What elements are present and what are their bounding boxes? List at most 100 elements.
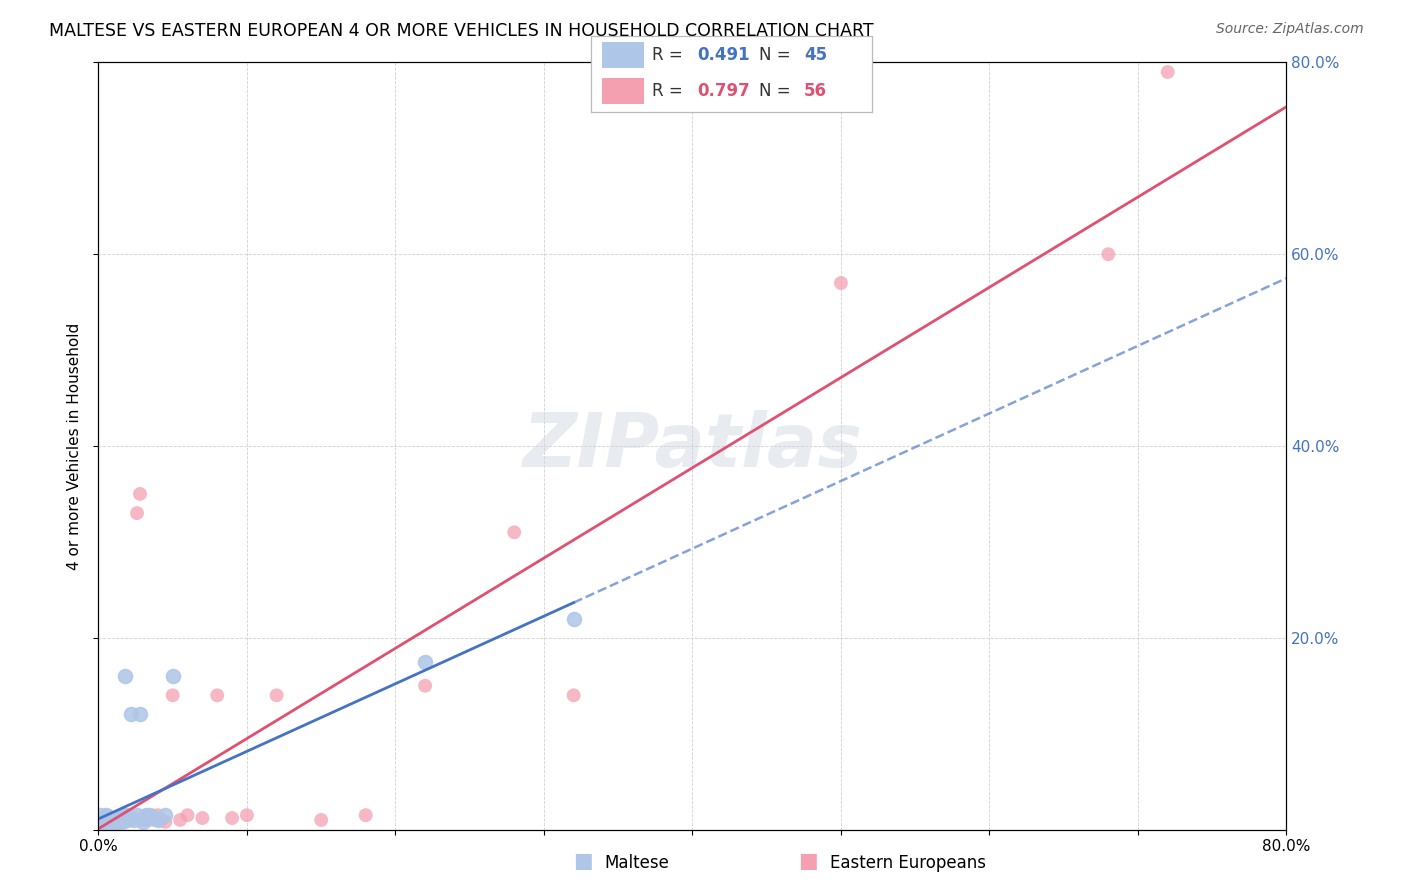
Point	[176, 808, 198, 822]
Text: R =: R =	[652, 82, 689, 100]
Point	[89, 818, 111, 832]
Point	[91, 811, 114, 825]
Text: N =: N =	[759, 45, 796, 63]
Point	[146, 813, 169, 827]
Text: R =: R =	[652, 45, 689, 63]
Point	[89, 808, 111, 822]
Point	[138, 808, 160, 822]
Point	[108, 814, 131, 829]
Point	[115, 811, 138, 825]
Point	[89, 814, 111, 829]
Point	[146, 808, 169, 822]
Point	[266, 689, 288, 703]
Point	[93, 813, 115, 827]
Point	[309, 813, 332, 827]
Point	[155, 814, 177, 829]
Point	[104, 813, 127, 827]
Point	[112, 808, 135, 822]
Point	[115, 813, 138, 827]
Point	[110, 811, 132, 825]
Point	[90, 818, 112, 832]
Point	[413, 655, 436, 669]
Point	[138, 813, 160, 827]
Point	[96, 818, 118, 832]
Point	[93, 814, 115, 829]
Point	[125, 808, 148, 822]
Point	[114, 669, 136, 683]
Point	[122, 811, 145, 825]
Point	[105, 813, 128, 827]
Point	[96, 808, 118, 822]
Point	[97, 813, 120, 827]
Point	[155, 808, 177, 822]
Text: 45: 45	[804, 45, 827, 63]
Point	[354, 808, 377, 822]
Point	[141, 811, 163, 825]
Text: Eastern Europeans: Eastern Europeans	[830, 855, 986, 872]
Text: MALTESE VS EASTERN EUROPEAN 4 OR MORE VEHICLES IN HOUSEHOLD CORRELATION CHART: MALTESE VS EASTERN EUROPEAN 4 OR MORE VE…	[49, 22, 875, 40]
Point	[97, 818, 120, 832]
Point	[89, 813, 111, 827]
Point	[143, 813, 166, 827]
Point	[105, 814, 128, 829]
Point	[135, 808, 157, 822]
Point	[1156, 65, 1178, 79]
Point	[101, 818, 124, 832]
Text: 0.797: 0.797	[697, 82, 751, 100]
Point	[98, 814, 121, 829]
Point	[101, 818, 124, 832]
Point	[94, 818, 117, 832]
Text: 0.491: 0.491	[697, 45, 749, 63]
Point	[97, 818, 120, 832]
Point	[1097, 247, 1119, 261]
Point	[93, 811, 115, 825]
Text: ■: ■	[799, 851, 818, 871]
Point	[89, 818, 111, 832]
Text: 56: 56	[804, 82, 827, 100]
Point	[162, 689, 184, 703]
Point	[129, 707, 152, 722]
Point	[132, 813, 155, 827]
Point	[93, 818, 115, 832]
Point	[89, 811, 111, 825]
Point	[111, 814, 134, 829]
Point	[149, 813, 172, 827]
Point	[103, 814, 125, 829]
Text: Maltese: Maltese	[605, 855, 669, 872]
Point	[90, 813, 112, 827]
Point	[135, 808, 157, 822]
Point	[94, 814, 117, 829]
Point	[162, 669, 184, 683]
Point	[110, 813, 132, 827]
Point	[562, 689, 585, 703]
Point	[114, 813, 136, 827]
Point	[141, 808, 163, 822]
Point	[205, 689, 228, 703]
Point	[413, 679, 436, 693]
Point	[132, 814, 155, 829]
Point	[191, 811, 214, 825]
Point	[91, 814, 114, 829]
Text: ■: ■	[574, 851, 593, 871]
Text: Source: ZipAtlas.com: Source: ZipAtlas.com	[1216, 22, 1364, 37]
Point	[90, 818, 112, 832]
Point	[91, 818, 114, 832]
Point	[108, 813, 131, 827]
Point	[103, 814, 125, 829]
Point	[129, 487, 152, 501]
Point	[117, 811, 139, 825]
Point	[562, 612, 585, 626]
Point	[143, 811, 166, 825]
Point	[221, 811, 243, 825]
Point	[98, 814, 121, 829]
Point	[112, 814, 135, 829]
Bar	[602, 78, 644, 104]
Point	[117, 808, 139, 822]
Point	[503, 525, 526, 540]
Point	[97, 811, 120, 825]
Y-axis label: 4 or more Vehicles in Household: 4 or more Vehicles in Household	[67, 322, 83, 570]
Point	[91, 818, 114, 832]
Bar	[602, 42, 644, 68]
Point	[90, 813, 112, 827]
Point	[96, 813, 118, 827]
